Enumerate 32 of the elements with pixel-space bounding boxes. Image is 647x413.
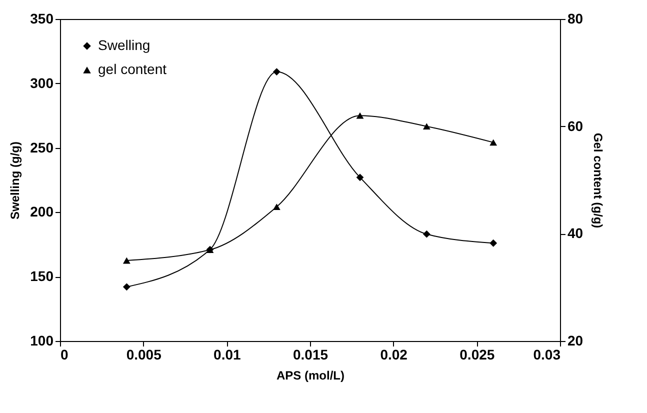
- x-tick-label: 0: [60, 346, 68, 362]
- y-tick-label: 250: [30, 139, 54, 156]
- y2-axis-title: Gel content (g/g): [591, 132, 606, 228]
- y-tick-label: 100: [30, 332, 54, 348]
- y-axis-title: Swelling (g/g): [8, 142, 22, 220]
- point: [122, 283, 130, 291]
- point: [490, 139, 498, 146]
- y-tick-label: 200: [30, 204, 54, 220]
- legend-label: Swelling: [98, 37, 150, 53]
- x-tick-label: 0.015: [292, 346, 328, 362]
- point: [356, 112, 364, 119]
- y-tick-label: 150: [30, 268, 54, 284]
- y-tick-label: 350: [30, 10, 54, 26]
- x-tick-label: 0.03: [533, 346, 561, 362]
- x-tick-label: 0.005: [126, 346, 162, 362]
- x-tick-label: 0.02: [380, 346, 408, 362]
- y2-tick-label: 80: [568, 10, 584, 26]
- point: [422, 230, 430, 238]
- point: [422, 123, 430, 130]
- x-tick-label: 0.025: [460, 346, 495, 362]
- y2-tick-label: 20: [568, 332, 584, 348]
- point: [122, 257, 130, 264]
- point: [272, 68, 280, 76]
- x-tick-label: 0.01: [214, 346, 242, 362]
- legend-label: gel content: [98, 61, 167, 77]
- y2-tick-label: 40: [568, 225, 584, 242]
- y2-tick-label: 60: [568, 118, 584, 134]
- x-axis-title: APS (mol/L): [276, 368, 344, 382]
- point: [272, 204, 280, 210]
- point: [356, 174, 364, 182]
- y-tick-label: 300: [30, 74, 54, 91]
- point: [490, 239, 498, 247]
